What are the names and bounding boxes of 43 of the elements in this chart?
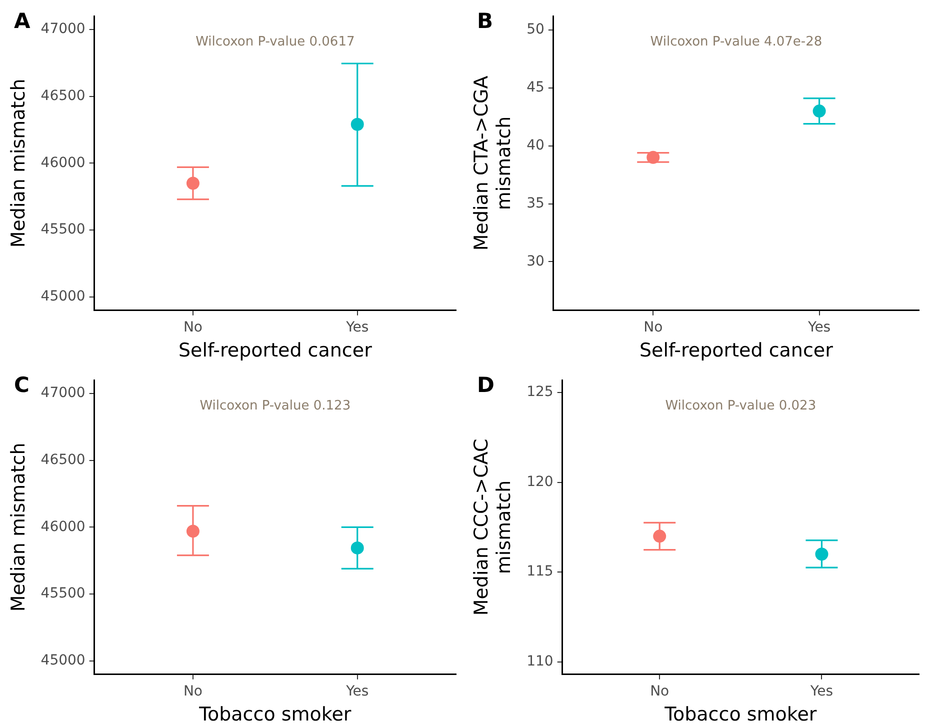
x-tick-label: No xyxy=(183,319,202,336)
y-tick-label: 45500 xyxy=(40,222,86,238)
y-tick-label: 125 xyxy=(526,384,554,400)
y-tick-label: 47000 xyxy=(40,385,86,402)
x-axis-title: Self-reported cancer xyxy=(639,340,834,362)
y-axis-title: Median CCC->CAC mismatch xyxy=(470,438,516,616)
y-tick-label: 30 xyxy=(526,253,544,270)
y-tick-label: 46000 xyxy=(40,154,86,171)
y-tick-label: 45000 xyxy=(40,652,86,669)
y-tick-label: 110 xyxy=(526,653,554,670)
x-tick-label: No xyxy=(650,683,670,700)
y-tick-label: 46500 xyxy=(40,452,86,468)
annotation: Wilcoxon P-value 0.023 xyxy=(665,398,816,414)
y-tick-label: 46000 xyxy=(40,518,86,535)
y-tick-label: 120 xyxy=(526,474,554,490)
y-tick-label: 35 xyxy=(526,195,544,212)
y-tick-label: 50 xyxy=(526,22,544,38)
x-tick-label: Yes xyxy=(809,683,834,700)
x-axis-title: Tobacco smoker xyxy=(198,704,352,726)
y-tick-label: 47000 xyxy=(40,21,86,38)
x-axis-title: Self-reported cancer xyxy=(178,340,372,362)
x-tick-label: Yes xyxy=(806,319,831,336)
chart-title: B xyxy=(477,8,494,33)
y-axis-title: Median mismatch xyxy=(7,442,30,612)
annotation: Wilcoxon P-value 0.123 xyxy=(200,398,351,414)
chart-title: D xyxy=(477,372,494,397)
annotation: Wilcoxon P-value 0.0617 xyxy=(196,34,355,50)
x-tick-label: No xyxy=(183,683,202,700)
x-tick-label: Yes xyxy=(345,683,369,700)
x-tick-label: No xyxy=(644,319,663,336)
y-tick-label: 45 xyxy=(526,80,544,96)
y-axis-title: Median mismatch xyxy=(7,78,30,248)
y-tick-label: 46500 xyxy=(40,88,86,104)
chart-title: C xyxy=(14,372,30,397)
y-tick-label: 45000 xyxy=(40,288,86,305)
y-axis-title: Median CTA->CGA mismatch xyxy=(470,76,516,251)
x-tick-label: Yes xyxy=(345,319,369,336)
y-tick-label: 45500 xyxy=(40,586,86,602)
y-tick-label: 115 xyxy=(526,564,554,580)
x-axis-title: Tobacco smoker xyxy=(664,704,817,726)
chart-title: A xyxy=(14,8,31,33)
annotation: Wilcoxon P-value 4.07e-28 xyxy=(650,34,822,50)
y-tick-label: 40 xyxy=(526,137,544,154)
